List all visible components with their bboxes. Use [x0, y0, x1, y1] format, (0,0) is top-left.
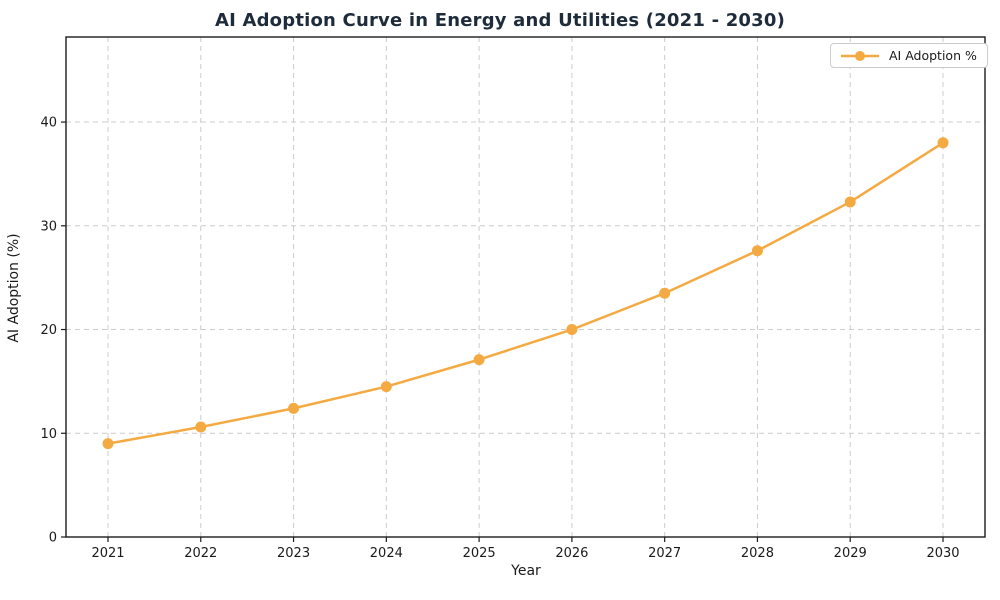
plot-frame: [65, 36, 986, 538]
x-tick-label: 2024: [370, 546, 403, 561]
data-point-marker: [288, 402, 300, 414]
x-tick-label: 2022: [184, 546, 217, 561]
x-tick-label: 2023: [277, 546, 310, 561]
data-point-marker: [659, 287, 671, 299]
data-point-marker: [102, 438, 114, 450]
x-tick-label: 2027: [648, 546, 681, 561]
x-tick-label: 2025: [463, 546, 496, 561]
data-point-marker: [566, 324, 578, 336]
data-point-marker: [473, 354, 485, 366]
data-point-marker: [195, 421, 207, 433]
data-point-marker: [380, 381, 392, 393]
x-tick-label: 2021: [91, 546, 124, 561]
chart-title: AI Adoption Curve in Energy and Utilitie…: [214, 10, 786, 31]
y-tick-label: 20: [40, 323, 57, 338]
y-tick-label: 40: [40, 116, 57, 131]
y-axis-label: AI Adoption (%): [6, 233, 22, 343]
data-point-marker: [844, 196, 856, 208]
data-point-marker: [751, 245, 763, 257]
x-axis-label: Year: [511, 563, 541, 579]
y-tick-label: 30: [40, 219, 57, 234]
series-line: [106, 141, 945, 445]
data-point-marker: [937, 137, 949, 149]
x-tick-label: 2029: [834, 546, 867, 561]
legend-line-marker-icon: [841, 50, 879, 61]
x-tick-label: 2030: [926, 546, 959, 561]
y-tick-label: 10: [40, 427, 57, 442]
x-tick-label: 2028: [741, 546, 774, 561]
x-tick-label: 2026: [555, 546, 588, 561]
legend-label: AI Adoption %: [889, 48, 977, 63]
y-tick-label: 0: [49, 531, 57, 546]
legend: AI Adoption %: [830, 43, 988, 68]
